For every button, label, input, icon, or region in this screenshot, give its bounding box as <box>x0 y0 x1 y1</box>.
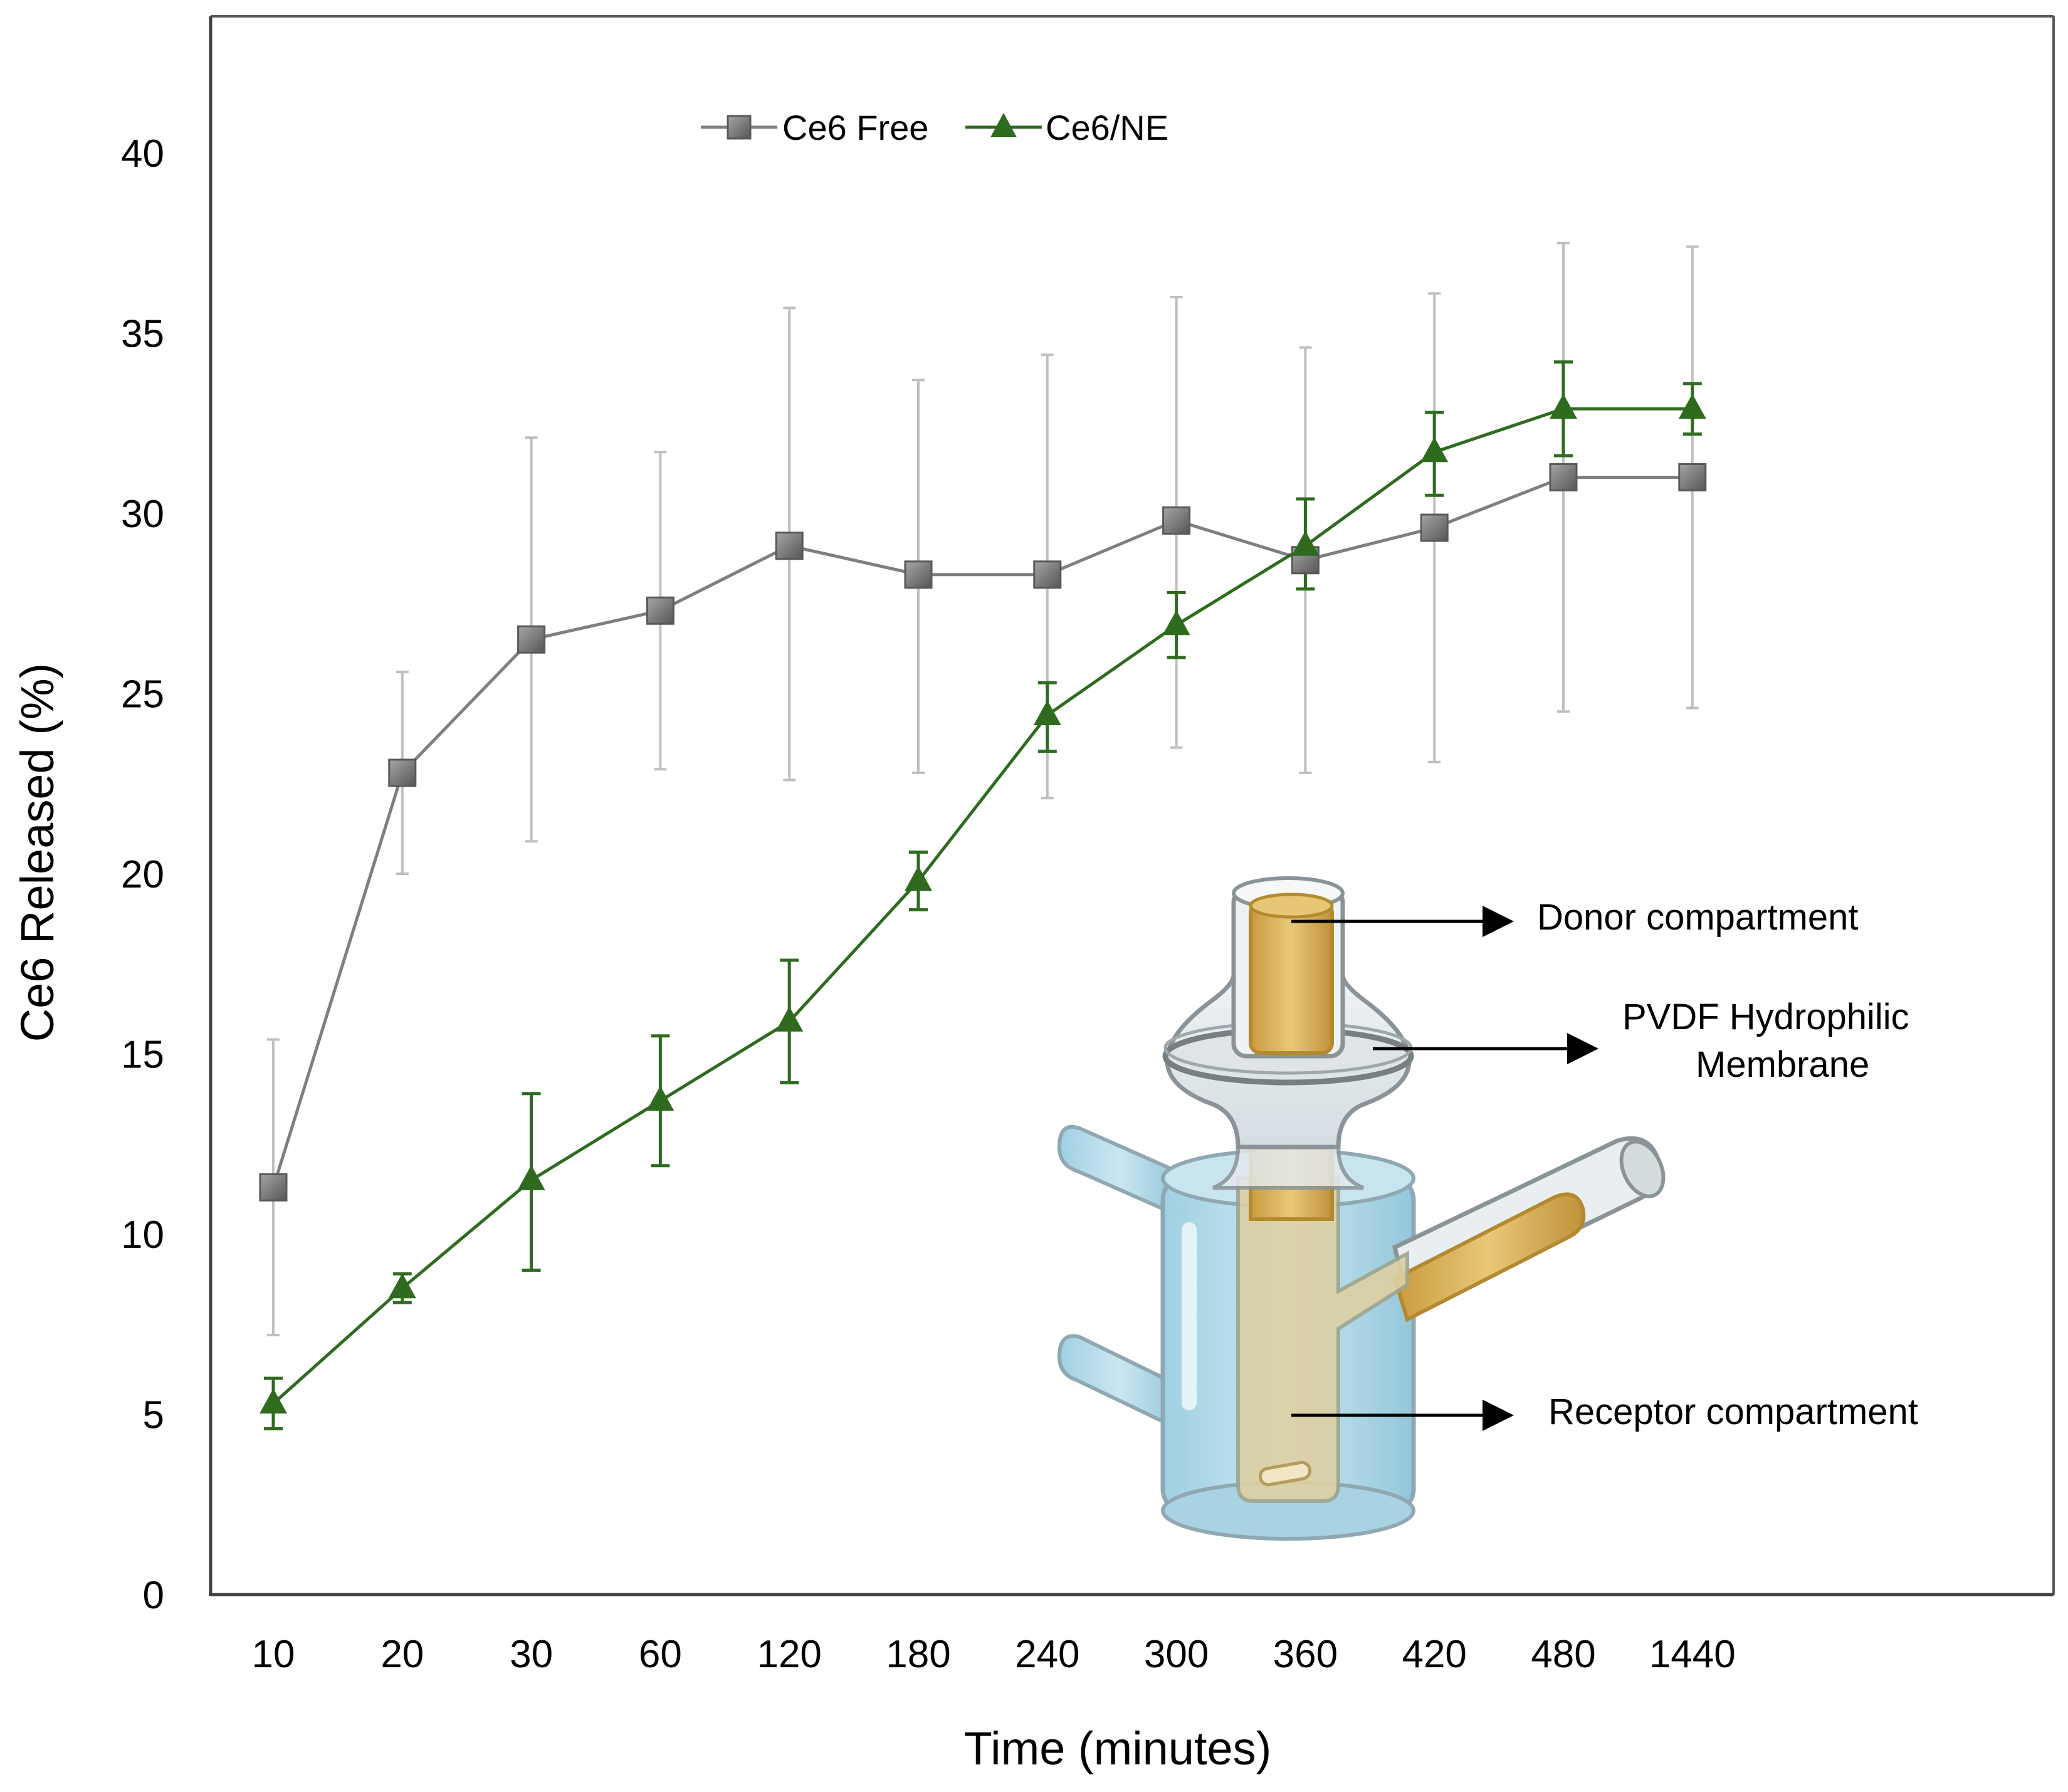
data-point-triangle <box>775 1006 804 1032</box>
legend-label-ce6-ne: Ce6/NE <box>1046 108 1168 147</box>
y-tick-label: 15 <box>121 1034 164 1077</box>
donor-chamber <box>1162 876 1414 1221</box>
sampling-port-lower <box>1057 1334 1181 1429</box>
series-line-ce6-free <box>271 476 1693 1188</box>
membrane-label-line1: PVDF Hydrophilic <box>1622 997 1909 1037</box>
data-point-triangle <box>1420 437 1449 463</box>
legend-label-ce6-free: Ce6 Free <box>782 108 928 147</box>
data-point-triangle <box>388 1273 416 1299</box>
x-tick-label: 1440 <box>1649 1633 1736 1676</box>
x-tick-label: 480 <box>1531 1633 1595 1676</box>
data-point-triangle <box>1678 394 1706 419</box>
x-tick-label: 240 <box>1015 1633 1079 1676</box>
legend-item-ce6-free: Ce6 Free <box>701 108 928 147</box>
data-point-triangle <box>1033 700 1061 725</box>
y-tick-label: 30 <box>121 493 164 536</box>
x-tick-label: 60 <box>639 1633 682 1676</box>
y-tick-label: 35 <box>121 313 164 356</box>
x-tick-label: 20 <box>381 1633 424 1676</box>
receptor-compartment-label: Receptor compartment <box>1548 1391 1918 1432</box>
diffusion-cell-diagram: Donor compartment PVDF Hydrophilic Membr… <box>1057 876 1918 1541</box>
data-point-square <box>646 596 674 625</box>
data-point-square <box>388 758 417 787</box>
data-point-square <box>259 1173 288 1202</box>
data-point-square <box>1033 560 1062 589</box>
y-tick-label: 10 <box>121 1213 164 1257</box>
receptor-liquid-tube <box>1236 1176 1409 1503</box>
x-tick-label: 420 <box>1402 1633 1466 1676</box>
side-arm-tube <box>1392 1136 1666 1323</box>
legend-square-marker <box>727 115 752 140</box>
data-point-triangle <box>905 866 932 891</box>
data-point-square <box>1678 463 1707 491</box>
y-tick-label: 0 <box>143 1574 164 1617</box>
data-point-square <box>1420 513 1449 542</box>
x-tick-label: 30 <box>510 1633 553 1676</box>
x-tick-label: 180 <box>886 1633 950 1676</box>
sampling-port-upper <box>1057 1124 1181 1216</box>
donor-compartment-label: Donor compartment <box>1537 897 1859 938</box>
x-tick-label: 360 <box>1273 1633 1338 1676</box>
x-axis-label: Time (minutes) <box>964 1722 1272 1774</box>
plot-frame <box>209 15 2055 1596</box>
y-tick-label: 25 <box>121 673 164 716</box>
legend-item-ce6-ne: Ce6/NE <box>965 108 1168 147</box>
data-markers <box>259 394 1707 1414</box>
data-point-square <box>775 532 804 560</box>
data-point-triangle <box>1550 394 1577 419</box>
series-lines <box>271 407 1693 1405</box>
membrane-label-line2: Membrane <box>1696 1044 1869 1085</box>
data-point-square <box>1162 506 1191 535</box>
data-point-square <box>1549 463 1578 491</box>
x-tick-label: 10 <box>252 1633 295 1676</box>
series-line-ce6-ne <box>272 407 1693 1405</box>
data-point-triangle <box>1291 530 1320 556</box>
data-point-square <box>517 625 546 654</box>
y-tick-label: 20 <box>121 853 164 896</box>
y-tick-label: 40 <box>121 132 164 176</box>
x-tick-label: 120 <box>757 1633 821 1676</box>
data-point-triangle <box>517 1165 545 1190</box>
legend: Ce6 Free Ce6/NE <box>701 108 1168 147</box>
data-point-triangle <box>260 1388 287 1414</box>
y-tick-label: 5 <box>143 1394 164 1437</box>
data-point-triangle <box>1162 610 1190 636</box>
x-tick-labels: 10 20 30 60 120 180 240 300 360 420 480 1440 <box>252 1633 1736 1676</box>
y-tick-labels: 0 5 10 15 20 25 30 35 40 <box>121 132 164 1617</box>
y-axis-label: Ce6 Released (%) <box>11 663 63 1042</box>
data-point-triangle <box>646 1086 674 1111</box>
legend-triangle-marker <box>990 113 1017 137</box>
data-point-square <box>904 560 933 589</box>
x-tick-label: 300 <box>1144 1633 1209 1676</box>
